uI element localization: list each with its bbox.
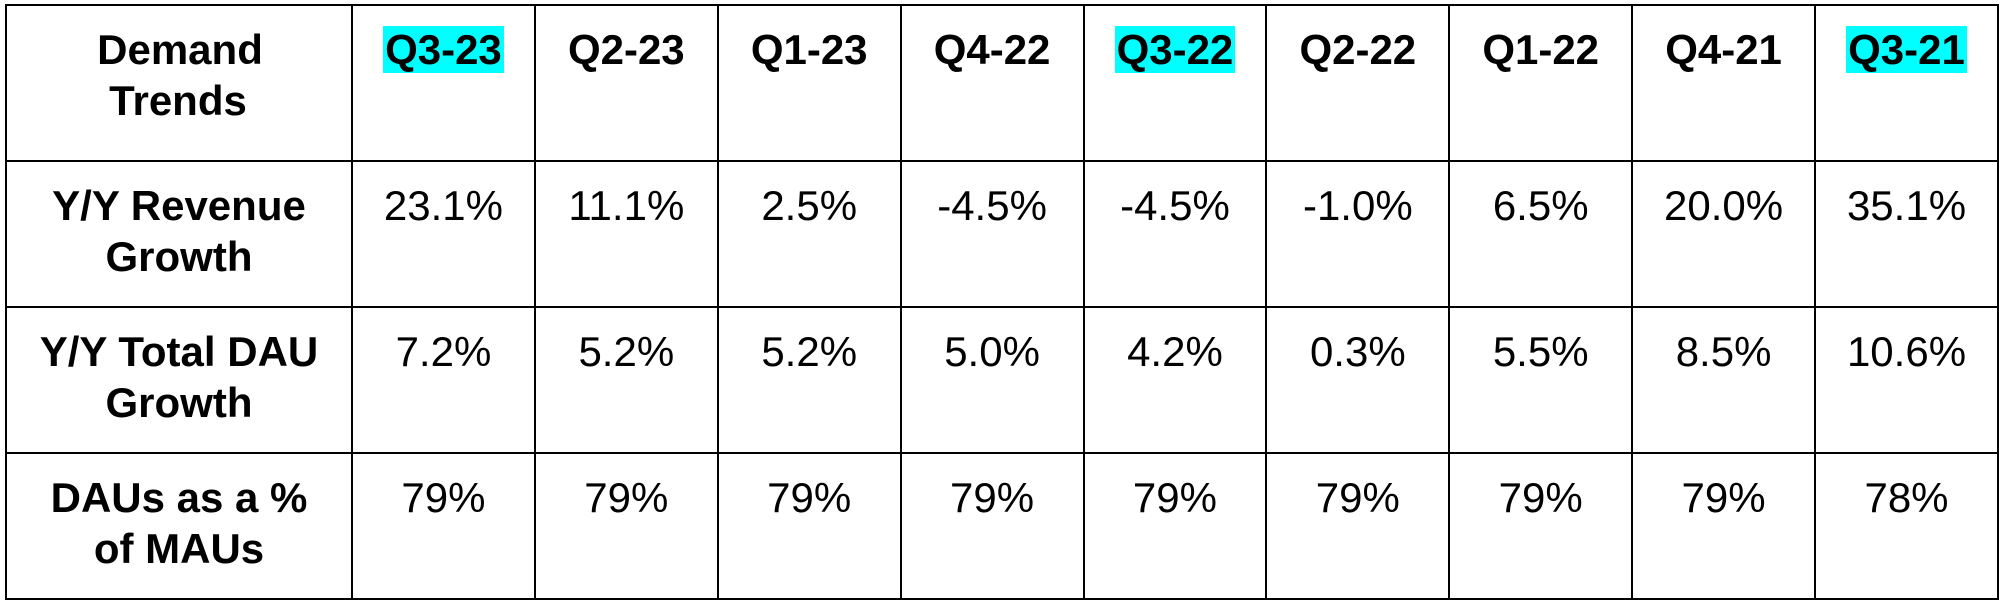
cell: 11.1% bbox=[533, 160, 719, 308]
header-text: Q2-22 bbox=[1299, 26, 1417, 73]
cell: -1.0% bbox=[1265, 160, 1451, 308]
demand-trends-table: Demand Trends Q3-23 Q2-23 Q1-23 Q4-22 Q3-22 Q2… bbox=[5, 4, 1999, 600]
cell: 79% bbox=[716, 452, 902, 600]
header-text: Q2-23 bbox=[567, 26, 685, 73]
header-text: Q1-22 bbox=[1482, 26, 1600, 73]
header-cell: Q1-22 bbox=[1448, 4, 1634, 162]
header-text: Q3-23 bbox=[383, 26, 504, 73]
cell: 79% bbox=[351, 452, 536, 600]
row-label: DAUs as a % of MAUs bbox=[5, 452, 353, 600]
cell: 5.2% bbox=[716, 306, 902, 454]
cell: 20.0% bbox=[1631, 160, 1816, 308]
header-text: Q3-21 bbox=[1846, 26, 1967, 73]
cell: 10.6% bbox=[1814, 306, 1999, 454]
cell: 8.5% bbox=[1631, 306, 1816, 454]
cell: 79% bbox=[1631, 452, 1816, 600]
cell: 79% bbox=[1265, 452, 1451, 600]
cell: 23.1% bbox=[351, 160, 536, 308]
header-cell: Q2-22 bbox=[1265, 4, 1451, 162]
cell: 2.5% bbox=[716, 160, 902, 308]
header-cell: Q3-22 bbox=[1082, 4, 1268, 162]
header-cell: Q3-23 bbox=[351, 4, 536, 162]
header-cell: Q1-23 bbox=[716, 4, 902, 162]
data-row: Y/Y Revenue Growth 23.1% 11.1% 2.5% -4.5% -4.… bbox=[5, 160, 1999, 308]
header-text: Q3-22 bbox=[1114, 26, 1236, 73]
header-text: Q4-22 bbox=[933, 26, 1051, 73]
cell: 79% bbox=[533, 452, 719, 600]
data-row: DAUs as a % of MAUs 79% 79% 79% 79% 79% 79% 79%… bbox=[5, 452, 1999, 600]
cell: 5.0% bbox=[899, 306, 1085, 454]
cell: 5.2% bbox=[533, 306, 719, 454]
header-row: Demand Trends Q3-23 Q2-23 Q1-23 Q4-22 Q3-22 Q2… bbox=[5, 4, 1999, 162]
header-cell: Q4-22 bbox=[899, 4, 1085, 162]
cell: 79% bbox=[1082, 452, 1268, 600]
header-text: Q1-23 bbox=[750, 26, 868, 73]
row-label: Y/Y Revenue Growth bbox=[5, 160, 353, 308]
header-cell: Q2-23 bbox=[533, 4, 719, 162]
cell: 79% bbox=[1448, 452, 1634, 600]
cell: -4.5% bbox=[1082, 160, 1268, 308]
header-text: Q4-21 bbox=[1665, 26, 1782, 73]
cell: 78% bbox=[1814, 452, 1999, 600]
header-text: Demand Trends bbox=[97, 26, 263, 124]
cell: 6.5% bbox=[1448, 160, 1634, 308]
header-cell: Q3-21 bbox=[1814, 4, 1999, 162]
cell: 79% bbox=[899, 452, 1085, 600]
cell: 35.1% bbox=[1814, 160, 1999, 308]
data-row: Y/Y Total DAU Growth 7.2% 5.2% 5.2% 5.0% 4.2%… bbox=[5, 306, 1999, 454]
cell: -4.5% bbox=[899, 160, 1085, 308]
cell: 5.5% bbox=[1448, 306, 1634, 454]
cell: 7.2% bbox=[351, 306, 536, 454]
cell: 0.3% bbox=[1265, 306, 1451, 454]
header-cell: Q4-21 bbox=[1631, 4, 1816, 162]
corner-cell: Demand Trends bbox=[5, 4, 353, 162]
row-label: Y/Y Total DAU Growth bbox=[5, 306, 353, 454]
cell: 4.2% bbox=[1082, 306, 1268, 454]
